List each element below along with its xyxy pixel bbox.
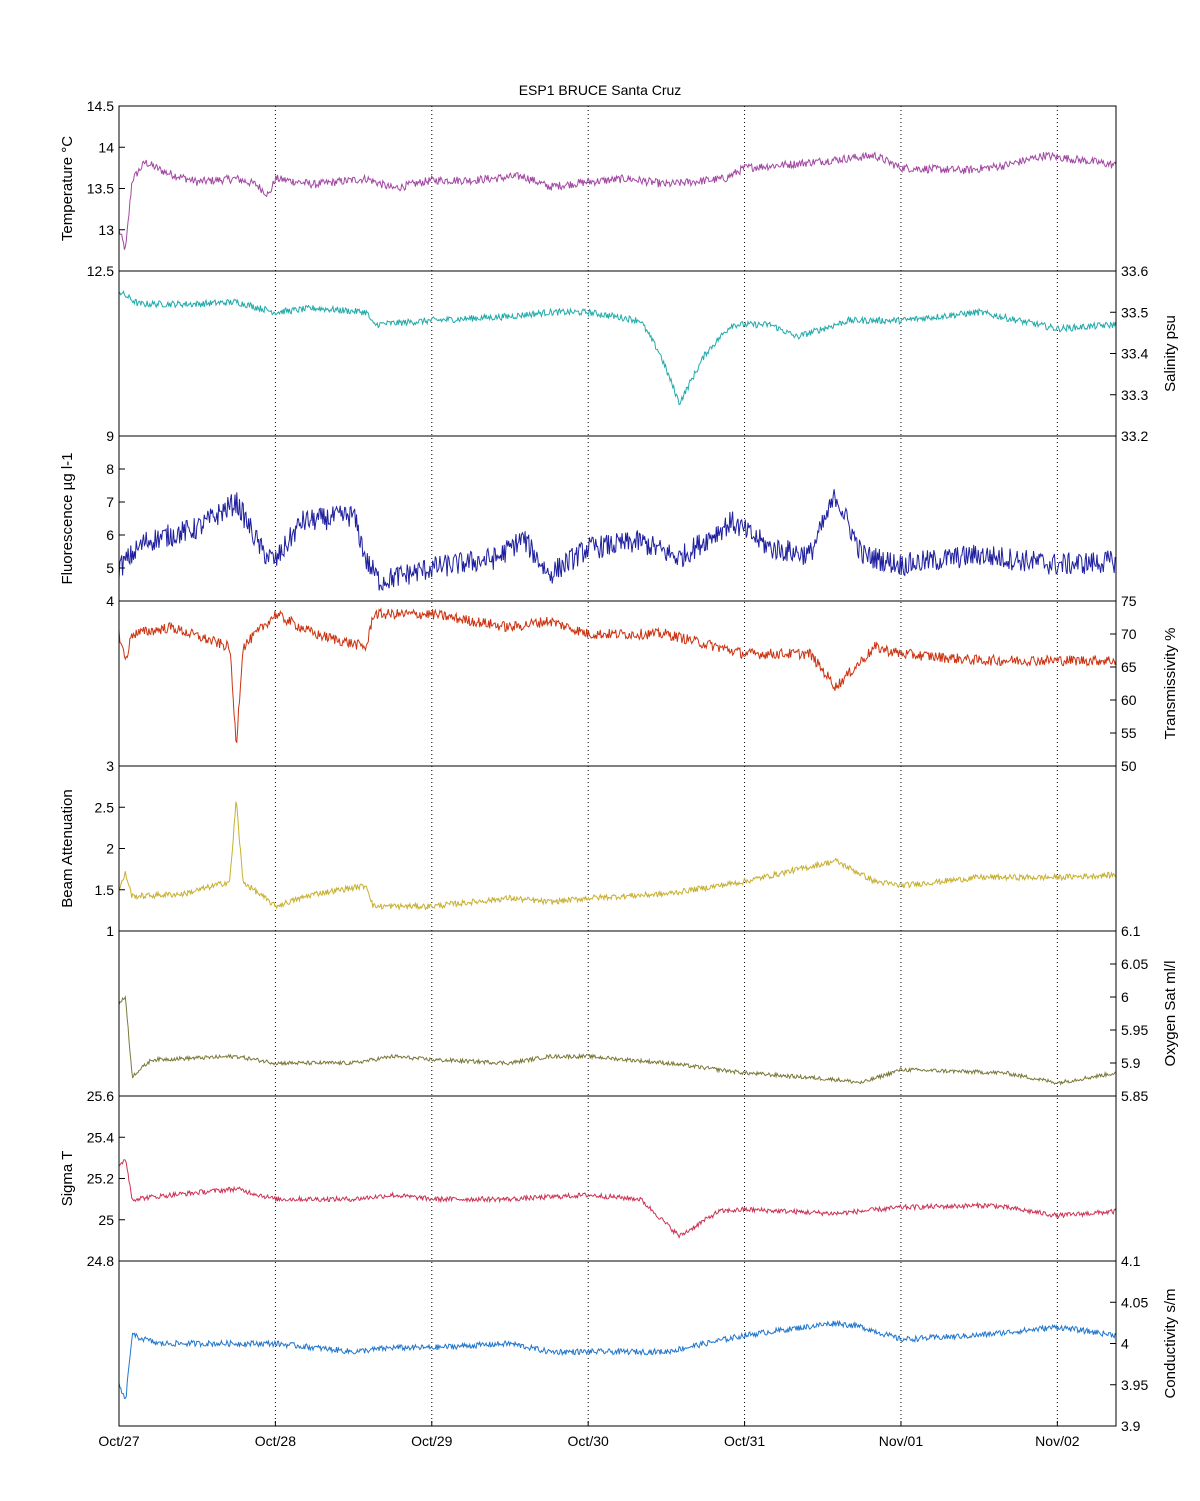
y-axis-label: Conductivity s/m — [1162, 1288, 1179, 1398]
y-axis-label: Fluorescence µg l-1 — [59, 452, 76, 584]
y-tick-label: 33.2 — [1121, 428, 1148, 444]
panel-frame — [118, 435, 1117, 602]
y-tick-label: 33.3 — [1121, 387, 1148, 403]
panel-frame — [118, 1095, 1117, 1262]
y-tick-label: 25.6 — [87, 1088, 114, 1104]
label-layer: Oct/27 Oct/28 Oct/29 Oct/30 Oct/31 Nov/01 Nov/… — [59, 98, 1179, 1449]
y-tick-label: 33.4 — [1121, 346, 1148, 362]
y-tick-label: 4 — [106, 593, 114, 609]
chart-title: ESP1 BRUCE Santa Cruz — [519, 82, 682, 98]
y-tick-label: 7 — [106, 494, 114, 510]
y-tick-label: 70 — [1121, 626, 1137, 642]
y-axis-label: Sigma T — [59, 1151, 76, 1207]
y-tick-label: 5 — [106, 560, 114, 576]
series-line — [118, 151, 1117, 250]
series-line — [118, 1319, 1117, 1399]
series-line — [118, 1159, 1117, 1239]
x-tick-label: Nov/02 — [1035, 1433, 1080, 1449]
y-tick-label: 65 — [1121, 659, 1137, 675]
series-line — [118, 801, 1116, 911]
y-tick-label: 1 — [106, 923, 114, 939]
y-tick-label: 3 — [106, 758, 114, 774]
y-tick-label: 8 — [106, 461, 114, 477]
y-axis-label: Transmissivity % — [1162, 628, 1179, 740]
y-tick-label: 1.5 — [95, 882, 115, 898]
x-tick-label: Oct/30 — [568, 1433, 609, 1449]
y-tick-label: 60 — [1121, 692, 1137, 708]
series-line — [118, 607, 1117, 744]
y-tick-label: 75 — [1121, 593, 1137, 609]
y-tick-label: 2 — [106, 841, 114, 857]
frame-layer — [118, 105, 1117, 1427]
y-axis-label: Oxygen Sat ml/l — [1162, 961, 1179, 1067]
y-tick-label: 14 — [98, 139, 114, 155]
y-tick-label: 55 — [1121, 725, 1137, 741]
y-tick-label: 6.1 — [1121, 923, 1141, 939]
panel-frame — [118, 930, 1117, 1097]
y-tick-label: 13.5 — [87, 181, 114, 197]
y-tick-label: 4.1 — [1121, 1253, 1141, 1269]
y-axis-label: Beam Attenuation — [59, 789, 76, 907]
x-tick-label: Oct/28 — [255, 1433, 296, 1449]
x-tick-label: Oct/27 — [98, 1433, 139, 1449]
x-tick-label: Oct/29 — [411, 1433, 452, 1449]
y-tick-label: 50 — [1121, 758, 1137, 774]
x-tick-label: Nov/01 — [879, 1433, 924, 1449]
panel-frame — [118, 600, 1117, 767]
y-tick-label: 33.6 — [1121, 263, 1148, 279]
y-tick-label: 9 — [106, 428, 114, 444]
y-tick-label: 14.5 — [87, 98, 114, 114]
y-tick-label: 33.5 — [1121, 304, 1148, 320]
y-tick-label: 5.9 — [1121, 1055, 1141, 1071]
y-tick-label: 13 — [98, 222, 114, 238]
y-axis-label: Temperature °C — [59, 136, 76, 241]
y-tick-label: 6 — [106, 527, 114, 543]
y-tick-label: 5.95 — [1121, 1022, 1148, 1038]
y-tick-label: 4 — [1121, 1336, 1129, 1352]
y-tick-label: 3.9 — [1121, 1418, 1141, 1434]
y-tick-label: 12.5 — [87, 263, 114, 279]
panel-frame — [118, 270, 1117, 437]
series-line — [118, 489, 1117, 591]
x-tick-label: Oct/31 — [724, 1433, 765, 1449]
y-axis-label: Salinity psu — [1162, 315, 1179, 392]
y-tick-label: 6 — [1121, 989, 1129, 1005]
y-tick-label: 2.5 — [95, 799, 115, 815]
y-tick-label: 25.4 — [87, 1129, 114, 1145]
panel-frame — [118, 765, 1117, 932]
y-tick-label: 5.85 — [1121, 1088, 1148, 1104]
y-tick-label: 24.8 — [87, 1253, 114, 1269]
y-tick-label: 25 — [98, 1212, 114, 1228]
y-tick-label: 4.05 — [1121, 1294, 1148, 1310]
series-line — [118, 995, 1117, 1086]
series-layer — [118, 151, 1117, 1399]
y-tick-label: 3.95 — [1121, 1377, 1148, 1393]
y-tick-label: 25.2 — [87, 1171, 114, 1187]
y-tick-label: 6.05 — [1121, 956, 1148, 972]
panel-frame — [118, 105, 1117, 272]
series-line — [118, 290, 1117, 406]
